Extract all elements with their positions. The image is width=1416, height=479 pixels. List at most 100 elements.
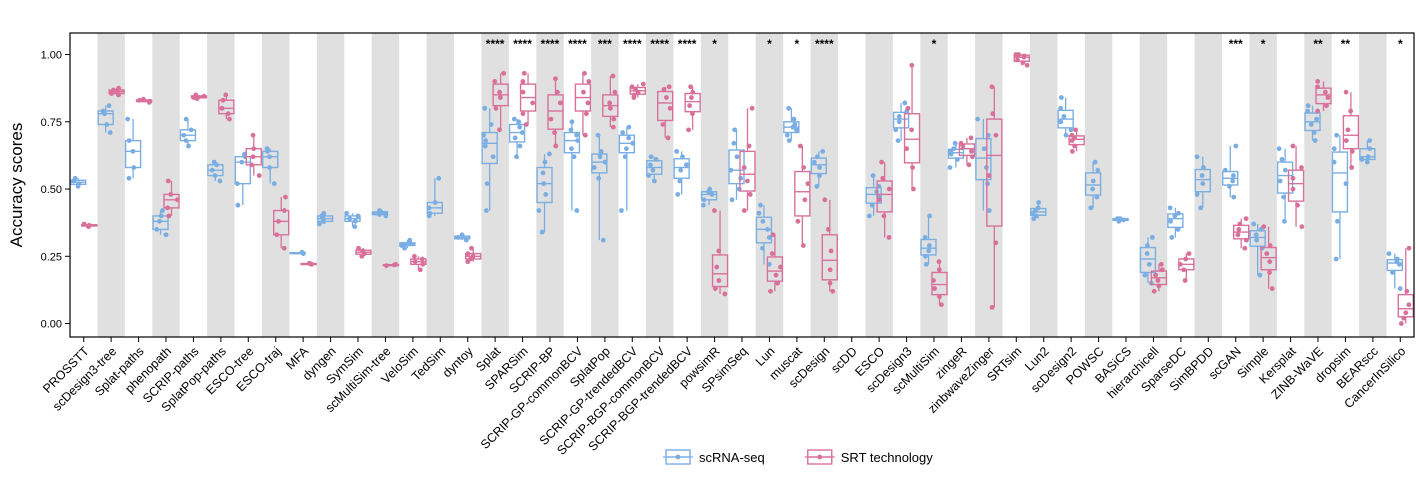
data-point	[760, 245, 765, 251]
data-point	[267, 165, 273, 170]
data-point	[344, 210, 349, 216]
box-srt-technology	[1232, 216, 1250, 251]
legend-label: SRT technology	[841, 450, 934, 465]
data-point	[1314, 116, 1320, 122]
data-point	[125, 116, 131, 122]
box-scrna-seq	[179, 116, 197, 149]
box-scrna-seq	[536, 151, 553, 235]
data-point	[225, 111, 231, 117]
box-scrna-seq	[152, 208, 169, 238]
data-point	[747, 192, 753, 197]
box-iqr	[876, 180, 893, 213]
data-point	[417, 267, 423, 273]
significance-label: *	[795, 37, 800, 51]
data-point	[116, 85, 122, 91]
column-shade	[1194, 33, 1222, 337]
data-point	[701, 202, 706, 208]
box-scrna-seq	[508, 116, 526, 160]
column-shade	[755, 33, 784, 337]
data-point	[520, 79, 526, 84]
data-point	[1176, 210, 1181, 216]
data-point	[653, 157, 659, 162]
data-point	[969, 148, 974, 154]
data-point	[1349, 165, 1355, 170]
data-point	[276, 218, 281, 224]
x-axis-tick-labels: PROSSTTscDesign3-treeSplat-pathsphenopat…	[40, 337, 1408, 458]
data-point	[985, 181, 990, 187]
data-point	[648, 162, 653, 168]
data-point	[958, 140, 964, 146]
significance-label: *	[1261, 37, 1266, 51]
data-point	[732, 127, 738, 133]
box-srt-technology	[739, 105, 756, 213]
data-point	[827, 280, 833, 286]
data-point	[163, 232, 169, 238]
legend-item-rna: scRNA-seq	[663, 449, 765, 465]
data-point	[1183, 256, 1189, 262]
data-point	[792, 122, 798, 127]
significance-label: **	[1313, 37, 1323, 51]
data-point	[482, 105, 488, 111]
data-point	[574, 208, 580, 213]
data-point	[517, 143, 523, 149]
data-point	[501, 70, 507, 76]
box-scrna-seq	[344, 210, 361, 230]
column-shade	[97, 33, 125, 337]
data-point	[271, 181, 277, 187]
data-point	[909, 127, 915, 133]
data-point	[321, 210, 327, 216]
data-point	[569, 119, 575, 125]
data-point	[582, 70, 587, 76]
data-point	[766, 235, 772, 240]
data-point	[583, 111, 589, 117]
data-point	[926, 248, 932, 254]
box-srt-technology	[1150, 261, 1168, 294]
box-scrna-seq	[1359, 138, 1376, 165]
data-point	[1276, 146, 1282, 152]
data-point	[1264, 251, 1270, 257]
column-shade	[1304, 33, 1332, 337]
data-point	[1257, 272, 1263, 278]
column-shade	[700, 33, 729, 337]
data-point	[552, 130, 557, 135]
box-iqr	[1249, 230, 1266, 247]
box-srt-technology	[163, 178, 180, 219]
data-point	[1167, 205, 1173, 211]
box-srt-technology	[1287, 143, 1305, 230]
data-point	[1024, 62, 1030, 68]
data-point	[1311, 130, 1317, 135]
data-point	[497, 127, 502, 133]
data-point	[1021, 53, 1027, 59]
box-iqr	[1397, 293, 1414, 318]
data-point	[1235, 232, 1241, 238]
data-point	[830, 288, 836, 294]
box-srt-technology	[382, 261, 400, 269]
data-point	[709, 192, 715, 197]
data-point	[193, 92, 199, 98]
data-point	[585, 100, 591, 106]
data-point	[1222, 167, 1228, 173]
data-point	[712, 208, 717, 213]
box-srt-technology	[574, 70, 592, 138]
data-point	[251, 146, 257, 152]
data-point	[607, 105, 613, 111]
data-point	[678, 167, 684, 173]
data-point	[520, 89, 526, 95]
data-point	[201, 93, 207, 99]
data-point	[701, 197, 707, 203]
data-point	[1295, 202, 1300, 208]
data-point	[427, 210, 433, 216]
box-srt-technology	[711, 208, 729, 297]
box-srt-technology	[684, 84, 701, 133]
column-shade	[1030, 33, 1058, 337]
data-point	[183, 116, 189, 122]
data-point	[633, 87, 638, 92]
data-point	[1182, 278, 1188, 283]
data-point	[1092, 159, 1098, 165]
data-point	[490, 154, 496, 160]
data-point	[355, 213, 361, 219]
box-srt-technology	[465, 245, 482, 265]
data-point	[483, 138, 489, 144]
data-point	[571, 154, 577, 160]
box-scrna-seq	[481, 105, 498, 213]
